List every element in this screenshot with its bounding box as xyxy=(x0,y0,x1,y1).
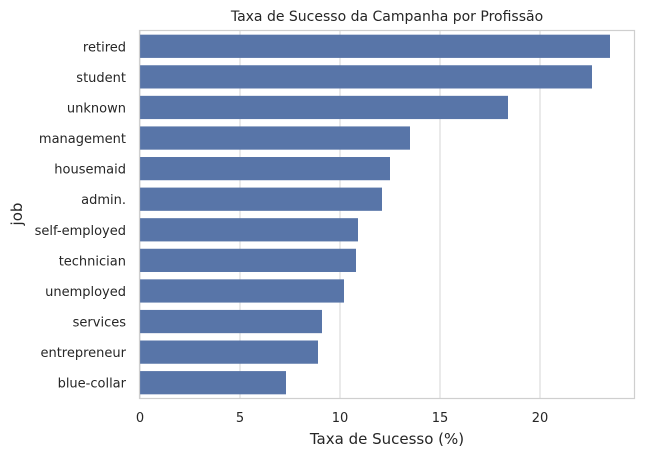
bar-retired xyxy=(140,34,610,58)
plot-frame xyxy=(138,29,636,400)
bar-self-employed xyxy=(140,218,358,242)
y-tick-label: housemaid xyxy=(54,163,126,178)
bar-unemployed xyxy=(140,279,344,303)
y-tick-label: technician xyxy=(59,254,126,269)
y-tick-label: unemployed xyxy=(45,285,126,300)
y-tick-label: admin. xyxy=(81,193,126,208)
x-axis-label: Taxa de Sucesso (%) xyxy=(309,430,464,448)
y-tick-label: entrepreneur xyxy=(40,346,126,361)
bar-services xyxy=(140,309,322,334)
y-tick-labels: retired student unknown management housemaid… xyxy=(35,40,127,391)
bar-housemaid xyxy=(140,157,390,181)
x-tick-label: 20 xyxy=(532,411,549,426)
y-tick-label: management xyxy=(39,132,126,147)
x-tick-label: 15 xyxy=(432,411,449,426)
x-tick-label: 0 xyxy=(136,411,144,426)
bar-entrepreneur xyxy=(140,340,318,364)
y-axis-label: job xyxy=(8,203,26,227)
bars xyxy=(140,34,610,395)
y-tick-label: student xyxy=(76,71,126,86)
x-tick-label: 5 xyxy=(236,411,244,426)
bar-technician xyxy=(140,248,356,272)
bar-management xyxy=(140,126,410,150)
y-tick-label: unknown xyxy=(67,101,126,116)
bar-unknown xyxy=(140,95,508,120)
y-tick-label: services xyxy=(73,316,127,331)
chart-title: Taxa de Sucesso da Campanha por Profissã… xyxy=(230,9,543,25)
y-tick-label: blue-collar xyxy=(58,377,127,392)
bar-admin xyxy=(140,187,382,211)
bar-student xyxy=(140,65,592,89)
x-tick-label: 10 xyxy=(332,411,349,426)
bar-blue-collar xyxy=(140,371,286,395)
x-tick-labels: 0 5 10 15 20 xyxy=(136,411,548,426)
y-tick-label: self-employed xyxy=(35,224,126,239)
y-tick-label: retired xyxy=(83,40,126,55)
